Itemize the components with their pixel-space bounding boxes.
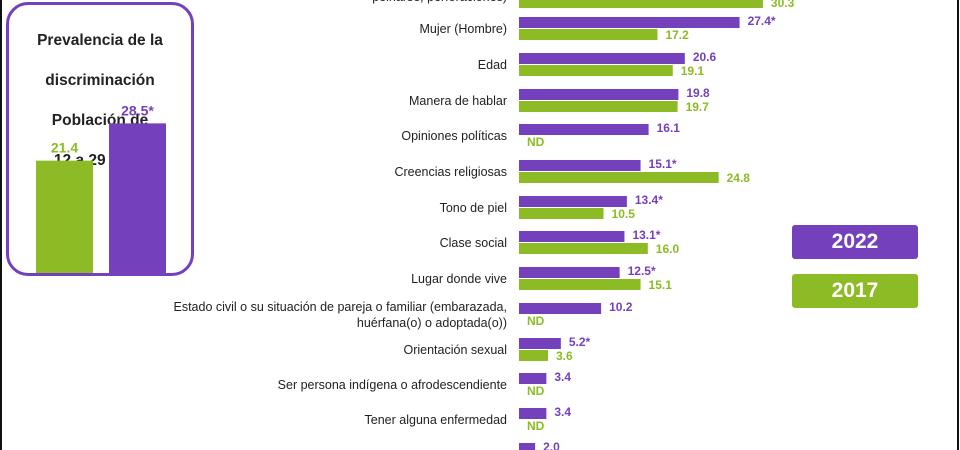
bar-label-2022: 13.4* (635, 193, 663, 207)
bar-label-2017: 3.6 (556, 349, 573, 363)
bar-2022 (519, 338, 561, 349)
bar-label-2022: 5.2* (569, 335, 591, 349)
bar-label-2017: 19.7 (686, 100, 710, 114)
panel-title: Prevalencia de la discriminación Poblaci… (9, 11, 191, 191)
bar-label-2022: 27.4* (748, 14, 776, 28)
bar-label-2017-nd: ND (527, 384, 545, 398)
bar-2017 (519, 101, 678, 112)
bar-2017 (519, 243, 648, 254)
bar-2022 (519, 443, 536, 450)
bar-2017 (519, 29, 658, 40)
bar-2017 (519, 0, 763, 8)
bar-label-2017: 30.3 (771, 0, 795, 10)
panel-bar-2017 (36, 160, 93, 273)
bar-label-2022: 15.1* (649, 157, 677, 171)
bar-label-2017: 15.1 (649, 278, 673, 292)
bar-2022 (519, 160, 641, 171)
bar-label-2022: 10.2 (609, 300, 633, 314)
bar-label-2017: 17.2 (665, 28, 689, 42)
bar-2022 (519, 17, 740, 28)
bar-2022 (519, 267, 620, 278)
bar-label-2017: 10.5 (612, 207, 636, 221)
legend-2022: 2022 (792, 225, 918, 259)
bar-2022 (519, 196, 627, 207)
bar-label-2022: 3.4 (554, 370, 571, 384)
bar-2017 (519, 65, 673, 76)
bar-label-2022: 2.0 (543, 440, 560, 450)
category-label: Tono de piel (440, 201, 507, 215)
bar-label-2017-nd: ND (527, 314, 545, 328)
bar-2022 (519, 231, 625, 242)
bar-label-2022: 19.8 (686, 86, 710, 100)
panel-bar-label: 28.5* (121, 102, 154, 118)
bar-label-2022: 16.1 (657, 121, 681, 135)
bar-label-2022: 12.5* (628, 264, 656, 278)
bar-label-2022: 3.4 (554, 405, 571, 419)
category-label: Tener alguna enfermedad (365, 413, 508, 427)
bar-2017 (519, 350, 548, 361)
panel-bar-2022 (109, 123, 166, 273)
panel-title-line: discriminación (45, 72, 155, 89)
category-label: Lugar donde vive (411, 272, 507, 286)
bar-label-2017: 19.1 (681, 64, 705, 78)
panel-bar-label: 21.4 (51, 140, 78, 156)
bar-label-2022: 20.6 (693, 50, 717, 64)
category-label: Manera de hablar (409, 94, 507, 108)
category-label: Opiniones políticas (401, 129, 507, 143)
bar-2022 (519, 373, 547, 384)
category-label: Edad (478, 58, 507, 72)
right-frame-line (957, 0, 959, 450)
bar-label-2017: 24.8 (727, 171, 751, 185)
panel-title-line: Prevalencia de la (37, 32, 163, 49)
category-label: Estado civil o su situación de pareja o … (173, 300, 507, 314)
legend-2017: 2017 (792, 274, 918, 308)
category-label: Mujer (Hombre) (419, 22, 507, 36)
bar-2022 (519, 408, 547, 419)
bar-2022 (519, 53, 685, 64)
bar-2022 (519, 303, 602, 314)
bar-label-2017: 16.0 (656, 242, 680, 256)
category-label: Orientación sexual (403, 343, 507, 357)
category-label: huérfana(o) o adoptada(o)) (357, 316, 507, 330)
bar-label-2022: 13.1* (632, 228, 660, 242)
bar-label-2017-nd: ND (527, 419, 545, 433)
bar-label-2017-nd: ND (527, 135, 545, 149)
bar-2022 (519, 89, 679, 100)
category-label: peinarse, perforaciones) (372, 0, 507, 4)
bar-2022 (519, 124, 649, 135)
bar-2017 (519, 172, 719, 183)
left-frame-line (0, 0, 2, 450)
category-label: Clase social (440, 236, 507, 250)
bar-2017 (519, 208, 604, 219)
bar-2017 (519, 279, 641, 290)
category-label: Ser persona indígena o afrodescendiente (278, 378, 507, 392)
category-label: Creencias religiosas (394, 165, 507, 179)
